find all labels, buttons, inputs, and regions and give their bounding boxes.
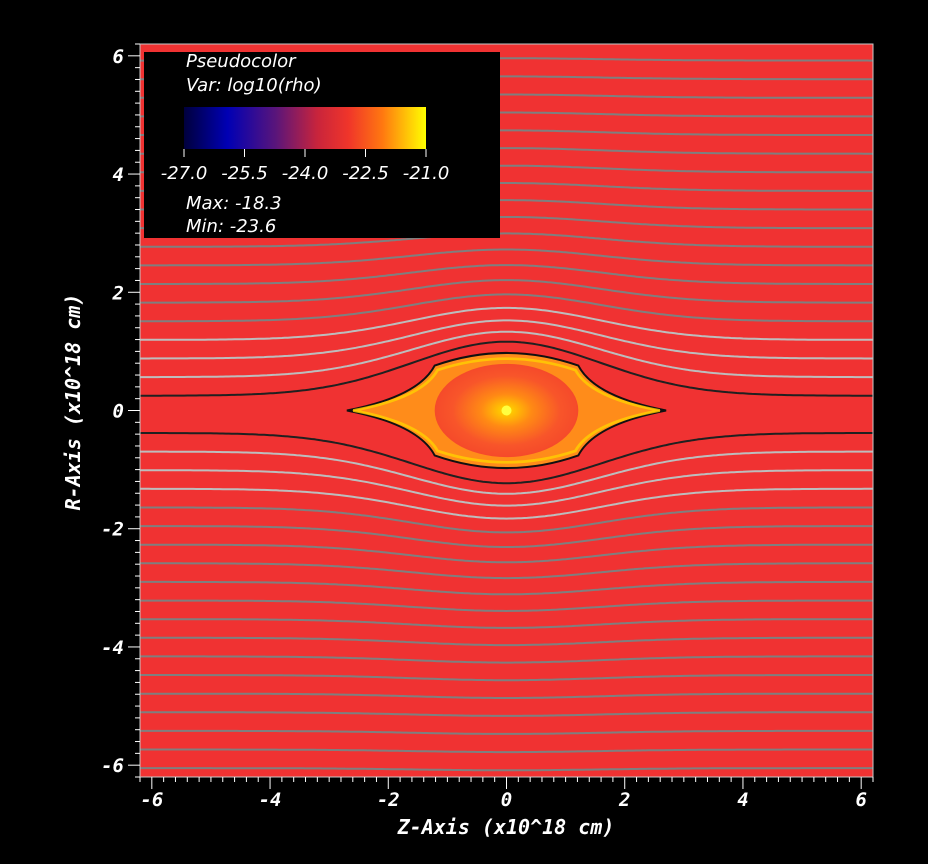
streamline [140,279,873,304]
streamline [140,506,873,534]
streamline [140,599,873,613]
streamlines [140,57,873,772]
legend-min: Min: -23.6 [186,216,276,237]
y-axis-title: R-Axis (x10^18 cm) [61,294,85,511]
streamline [140,293,873,323]
y-tick-label: 4 [113,164,124,186]
x-tick-label: -2 [377,789,400,811]
streamline [140,562,873,580]
colorbar-tick-label: -21.0 [403,163,450,184]
y-tick-label: -2 [101,519,124,541]
streamline [140,543,873,564]
streamline [140,340,873,397]
streamline [140,432,873,485]
y-tick-label: -4 [101,637,124,659]
streamline [140,525,873,548]
axis-ticks [128,43,874,789]
clump-center [501,405,512,416]
streamline [140,319,873,360]
streamline [140,711,873,717]
x-tick-label: -4 [259,789,282,811]
streamline [140,655,873,664]
streamline [140,767,873,772]
streamline [140,330,873,379]
colorbar-ticks: -27.0 -25.5 -24.0 -22.5 -21.0 [161,149,450,184]
streamline [140,674,873,682]
legend-max: Max: -18.3 [186,193,282,214]
colorbar-tick-label: -25.5 [221,163,268,184]
y-tick-label: 6 [113,46,124,68]
colorbar-tick-label: -27.0 [161,163,208,184]
clump-highlight [353,357,660,464]
axis-tick-labels: -6 -4 -2 0 2 4 6 6 4 2 0 -2 -4 -6 [101,46,867,811]
legend: Pseudocolor Var: log10(rho) -27.0 -25.5 -2… [144,51,500,238]
streamline [140,692,873,699]
streamline [140,580,873,596]
y-tick-label: 2 [112,282,124,304]
x-axis-title: Z-Axis (x10^18 cm) [397,815,615,839]
streamline [140,636,873,647]
x-tick-label: 0 [501,789,512,811]
streamline [140,748,873,754]
x-tick-label: -6 [140,789,163,811]
streamline [140,487,873,520]
streamline [140,618,873,629]
streamline [140,306,873,341]
colorbar-tick-label: -22.5 [342,163,389,184]
y-tick-label: 0 [113,401,124,423]
legend-variable: Var: log10(rho) [186,75,322,96]
streamline [140,264,873,285]
streamline [140,729,873,735]
colorbar [184,107,426,149]
y-tick-label: -6 [101,755,124,777]
streamline [140,232,873,248]
x-tick-label: 4 [737,789,748,811]
colorbar-tick-label: -24.0 [282,163,329,184]
streamline [140,450,873,495]
x-tick-label: 2 [618,789,630,811]
legend-plot-type: Pseudocolor [186,51,297,72]
streamline [140,248,873,267]
x-tick-label: 6 [855,789,866,811]
dense-clump [346,352,667,469]
streamline [140,469,873,507]
